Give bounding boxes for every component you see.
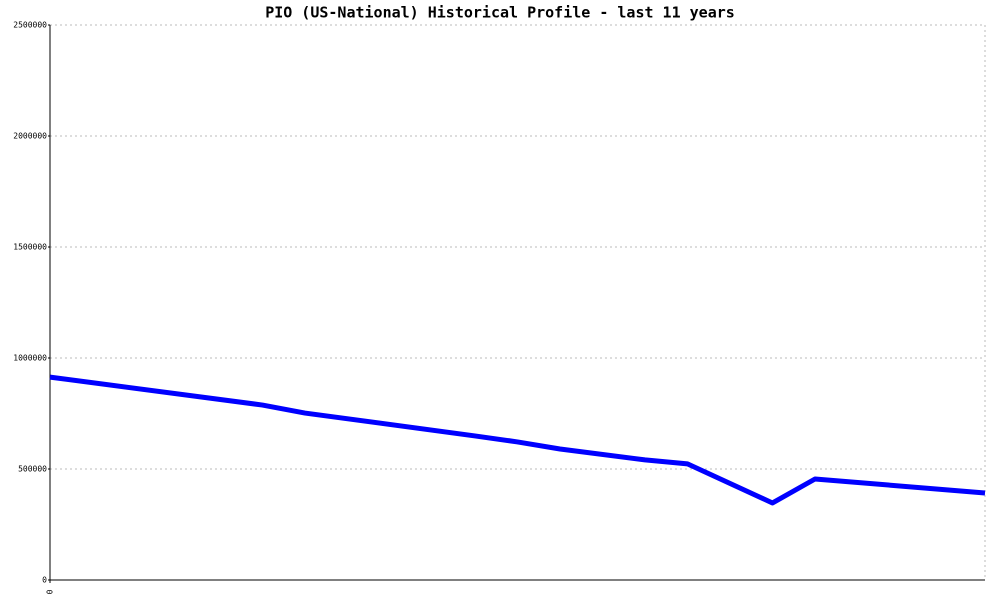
y-tick-label: 0: [42, 576, 47, 585]
y-tick-label: 2000000: [13, 132, 47, 141]
y-tick-label: 1000000: [13, 354, 47, 363]
y-tick-label: 1500000: [13, 243, 47, 252]
y-tick-label: 2500000: [13, 21, 47, 30]
y-tick-label: 500000: [18, 465, 47, 474]
chart-title: PIO (US-National) Historical Profile - l…: [265, 4, 735, 22]
x-tick-label: 0: [46, 589, 55, 594]
data-line: [49, 374, 986, 506]
